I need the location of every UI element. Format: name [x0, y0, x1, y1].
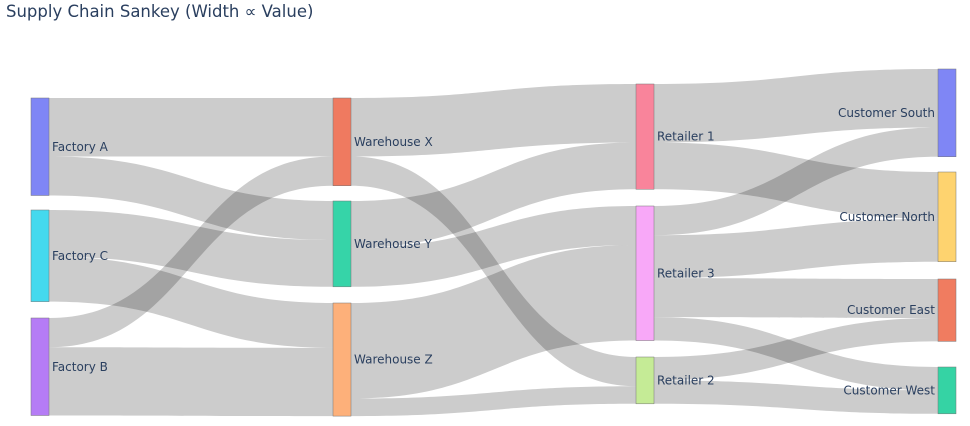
- node-bar[interactable]: [30, 97, 50, 196]
- link-r1-cs[interactable]: [654, 69, 938, 143]
- link-fb-wx[interactable]: [49, 156, 333, 348]
- link-r3-cw[interactable]: [654, 317, 938, 391]
- nodes-layer: Factory A Factory C Factory B Warehouse X Wa…: [30, 68, 957, 417]
- node-warehouse-x[interactable]: Warehouse X: [332, 97, 433, 186]
- node-label: Retailer 1: [657, 130, 715, 144]
- node-bar[interactable]: [332, 302, 352, 417]
- node-label: Retailer 3: [657, 266, 715, 280]
- node-bar[interactable]: [30, 317, 50, 416]
- link-wz-r2[interactable]: [351, 386, 636, 417]
- link-r2-ce[interactable]: [654, 318, 938, 381]
- node-bar[interactable]: [937, 278, 957, 342]
- link-wy-r1[interactable]: [351, 142, 636, 248]
- node-label: Warehouse Y: [354, 237, 433, 251]
- link-r2-cw[interactable]: [654, 380, 938, 414]
- node-bar[interactable]: [30, 209, 50, 302]
- chart-title: Supply Chain Sankey (Width ∝ Value): [6, 2, 314, 21]
- link-wz-r3[interactable]: [351, 245, 636, 399]
- node-retailer-2[interactable]: Retailer 2: [635, 356, 715, 405]
- node-customer-north[interactable]: Customer North: [839, 171, 957, 262]
- node-label: Customer West: [843, 383, 935, 397]
- link-fa-wy[interactable]: [49, 156, 333, 241]
- node-customer-west[interactable]: Customer West: [843, 366, 957, 415]
- link-r3-ce[interactable]: [654, 278, 938, 318]
- node-bar[interactable]: [937, 68, 957, 157]
- links-layer: [49, 69, 938, 417]
- node-warehouse-y[interactable]: Warehouse Y: [332, 200, 433, 288]
- node-bar[interactable]: [635, 205, 655, 341]
- node-retailer-1[interactable]: Retailer 1: [635, 83, 715, 190]
- link-r3-cs[interactable]: [654, 127, 938, 236]
- link-fc-wz[interactable]: [49, 256, 333, 348]
- node-retailer-3[interactable]: Retailer 3: [635, 205, 715, 341]
- node-label: Customer North: [839, 210, 935, 224]
- link-wx-r1[interactable]: [351, 84, 636, 157]
- node-label: Customer East: [847, 303, 935, 317]
- node-bar[interactable]: [635, 356, 655, 405]
- node-label: Factory B: [52, 360, 108, 374]
- link-r1-cn[interactable]: [654, 142, 938, 219]
- node-factory-b[interactable]: Factory B: [30, 317, 108, 416]
- node-bar[interactable]: [937, 171, 957, 262]
- node-label: Retailer 2: [657, 373, 715, 387]
- link-r3-cn[interactable]: [654, 218, 938, 279]
- link-fa-wx[interactable]: [49, 98, 333, 157]
- node-bar[interactable]: [937, 366, 957, 415]
- link-fc-wy[interactable]: [49, 210, 333, 287]
- node-label: Factory C: [52, 249, 108, 263]
- node-factory-c[interactable]: Factory C: [30, 209, 108, 302]
- node-bar[interactable]: [332, 97, 352, 186]
- node-label: Warehouse Z: [354, 353, 433, 367]
- node-factory-a[interactable]: Factory A: [30, 97, 109, 196]
- link-fb-wz[interactable]: [49, 347, 333, 417]
- link-wy-r3[interactable]: [351, 206, 636, 287]
- node-label: Customer South: [838, 106, 935, 120]
- link-wx-r2[interactable]: [351, 156, 636, 387]
- node-label: Warehouse X: [354, 135, 433, 149]
- node-customer-east[interactable]: Customer East: [847, 278, 957, 342]
- node-bar[interactable]: [635, 83, 655, 190]
- node-customer-south[interactable]: Customer South: [838, 68, 957, 157]
- node-bar[interactable]: [332, 200, 352, 288]
- node-label: Factory A: [52, 140, 109, 154]
- node-warehouse-z[interactable]: Warehouse Z: [332, 302, 433, 417]
